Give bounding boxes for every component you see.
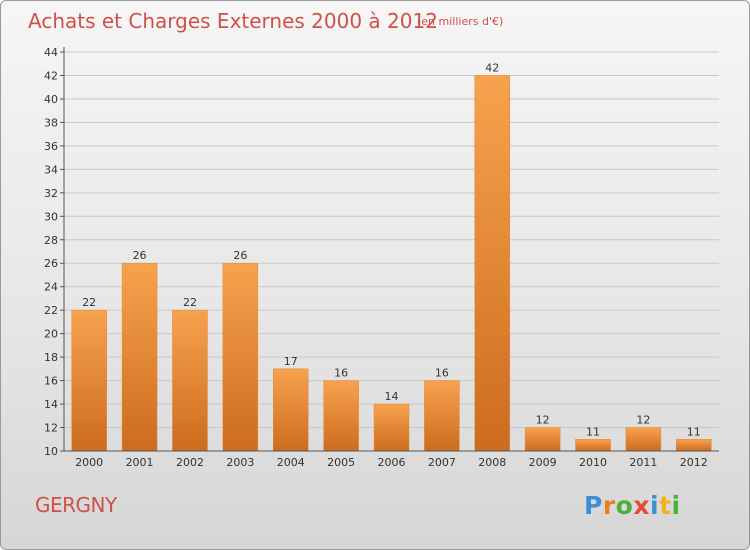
y-tick-label: 34 bbox=[44, 163, 58, 176]
y-tick-label: 18 bbox=[44, 351, 58, 364]
x-tick-label: 2010 bbox=[579, 456, 607, 469]
bars bbox=[71, 75, 712, 452]
x-tick-label: 2007 bbox=[428, 456, 456, 469]
x-tick-label: 2000 bbox=[75, 456, 103, 469]
x-tick-label: 2006 bbox=[378, 456, 406, 469]
y-axis-ticks: 10 12 14 16 18 20 22 24 26 28 30 32 34 36 38 40 42 44 bbox=[44, 46, 64, 458]
y-tick-label: 14 bbox=[44, 398, 58, 411]
bar-2002 bbox=[172, 309, 208, 452]
data-label: 14 bbox=[385, 390, 399, 403]
chart-title: Achats et Charges Externes 2000 à 2012 bbox=[28, 9, 438, 33]
data-label: 17 bbox=[284, 355, 298, 368]
x-tick-label: 2001 bbox=[126, 456, 154, 469]
y-tick-label: 16 bbox=[44, 375, 58, 388]
y-tick-label: 36 bbox=[44, 140, 58, 153]
bar-2012 bbox=[676, 439, 712, 452]
data-label: 26 bbox=[133, 249, 147, 262]
data-labels: 22 26 22 26 17 16 14 16 42 12 11 12 11 bbox=[82, 61, 701, 438]
bar-2006 bbox=[373, 403, 410, 452]
bar-2008 bbox=[474, 75, 511, 452]
data-label: 22 bbox=[82, 296, 96, 309]
y-tick-label: 38 bbox=[44, 116, 58, 129]
x-tick-label: 2004 bbox=[277, 456, 305, 469]
bar-2009 bbox=[524, 427, 561, 452]
x-tick-label: 2011 bbox=[629, 456, 657, 469]
bar-2010 bbox=[575, 439, 611, 452]
data-label: 26 bbox=[233, 249, 247, 262]
data-label: 42 bbox=[485, 61, 499, 74]
data-label: 22 bbox=[183, 296, 197, 309]
data-label: 16 bbox=[435, 367, 449, 380]
y-tick-label: 20 bbox=[44, 328, 58, 341]
place-name: GERGNY bbox=[35, 493, 117, 517]
x-tick-label: 2008 bbox=[478, 456, 506, 469]
y-tick-label: 12 bbox=[44, 422, 58, 435]
y-tick-label: 44 bbox=[44, 46, 58, 59]
x-tick-label: 2012 bbox=[680, 456, 708, 469]
chart-subtitle: (en milliers d'€) bbox=[417, 15, 503, 28]
data-label: 11 bbox=[687, 425, 701, 438]
bar-2000 bbox=[71, 309, 107, 452]
y-tick-label: 40 bbox=[44, 93, 58, 106]
y-tick-label: 26 bbox=[44, 257, 58, 270]
y-tick-label: 30 bbox=[44, 210, 58, 223]
proxiti-logo: Proxiti bbox=[584, 491, 681, 520]
bar-2007 bbox=[424, 380, 460, 452]
data-label: 16 bbox=[334, 367, 348, 380]
x-tick-label: 2005 bbox=[327, 456, 355, 469]
y-tick-label: 28 bbox=[44, 234, 58, 247]
bar-2004 bbox=[272, 368, 309, 452]
x-tick-label: 2003 bbox=[226, 456, 254, 469]
y-tick-label: 10 bbox=[44, 445, 58, 458]
bar-2005 bbox=[323, 380, 359, 452]
y-tick-label: 22 bbox=[44, 304, 58, 317]
bar-2003 bbox=[222, 262, 259, 452]
data-label: 12 bbox=[536, 414, 550, 427]
bar-2001 bbox=[121, 262, 158, 452]
data-label: 12 bbox=[636, 414, 650, 427]
x-tick-label: 2002 bbox=[176, 456, 204, 469]
y-tick-label: 24 bbox=[44, 281, 58, 294]
y-tick-label: 32 bbox=[44, 187, 58, 200]
x-tick-label: 2009 bbox=[529, 456, 557, 469]
bar-2011 bbox=[625, 427, 662, 452]
data-label: 11 bbox=[586, 425, 600, 438]
y-tick-label: 42 bbox=[44, 69, 58, 82]
x-axis-ticks: 2000 2001 2002 2003 2004 2005 2006 2007 2008 2009… bbox=[75, 456, 708, 469]
